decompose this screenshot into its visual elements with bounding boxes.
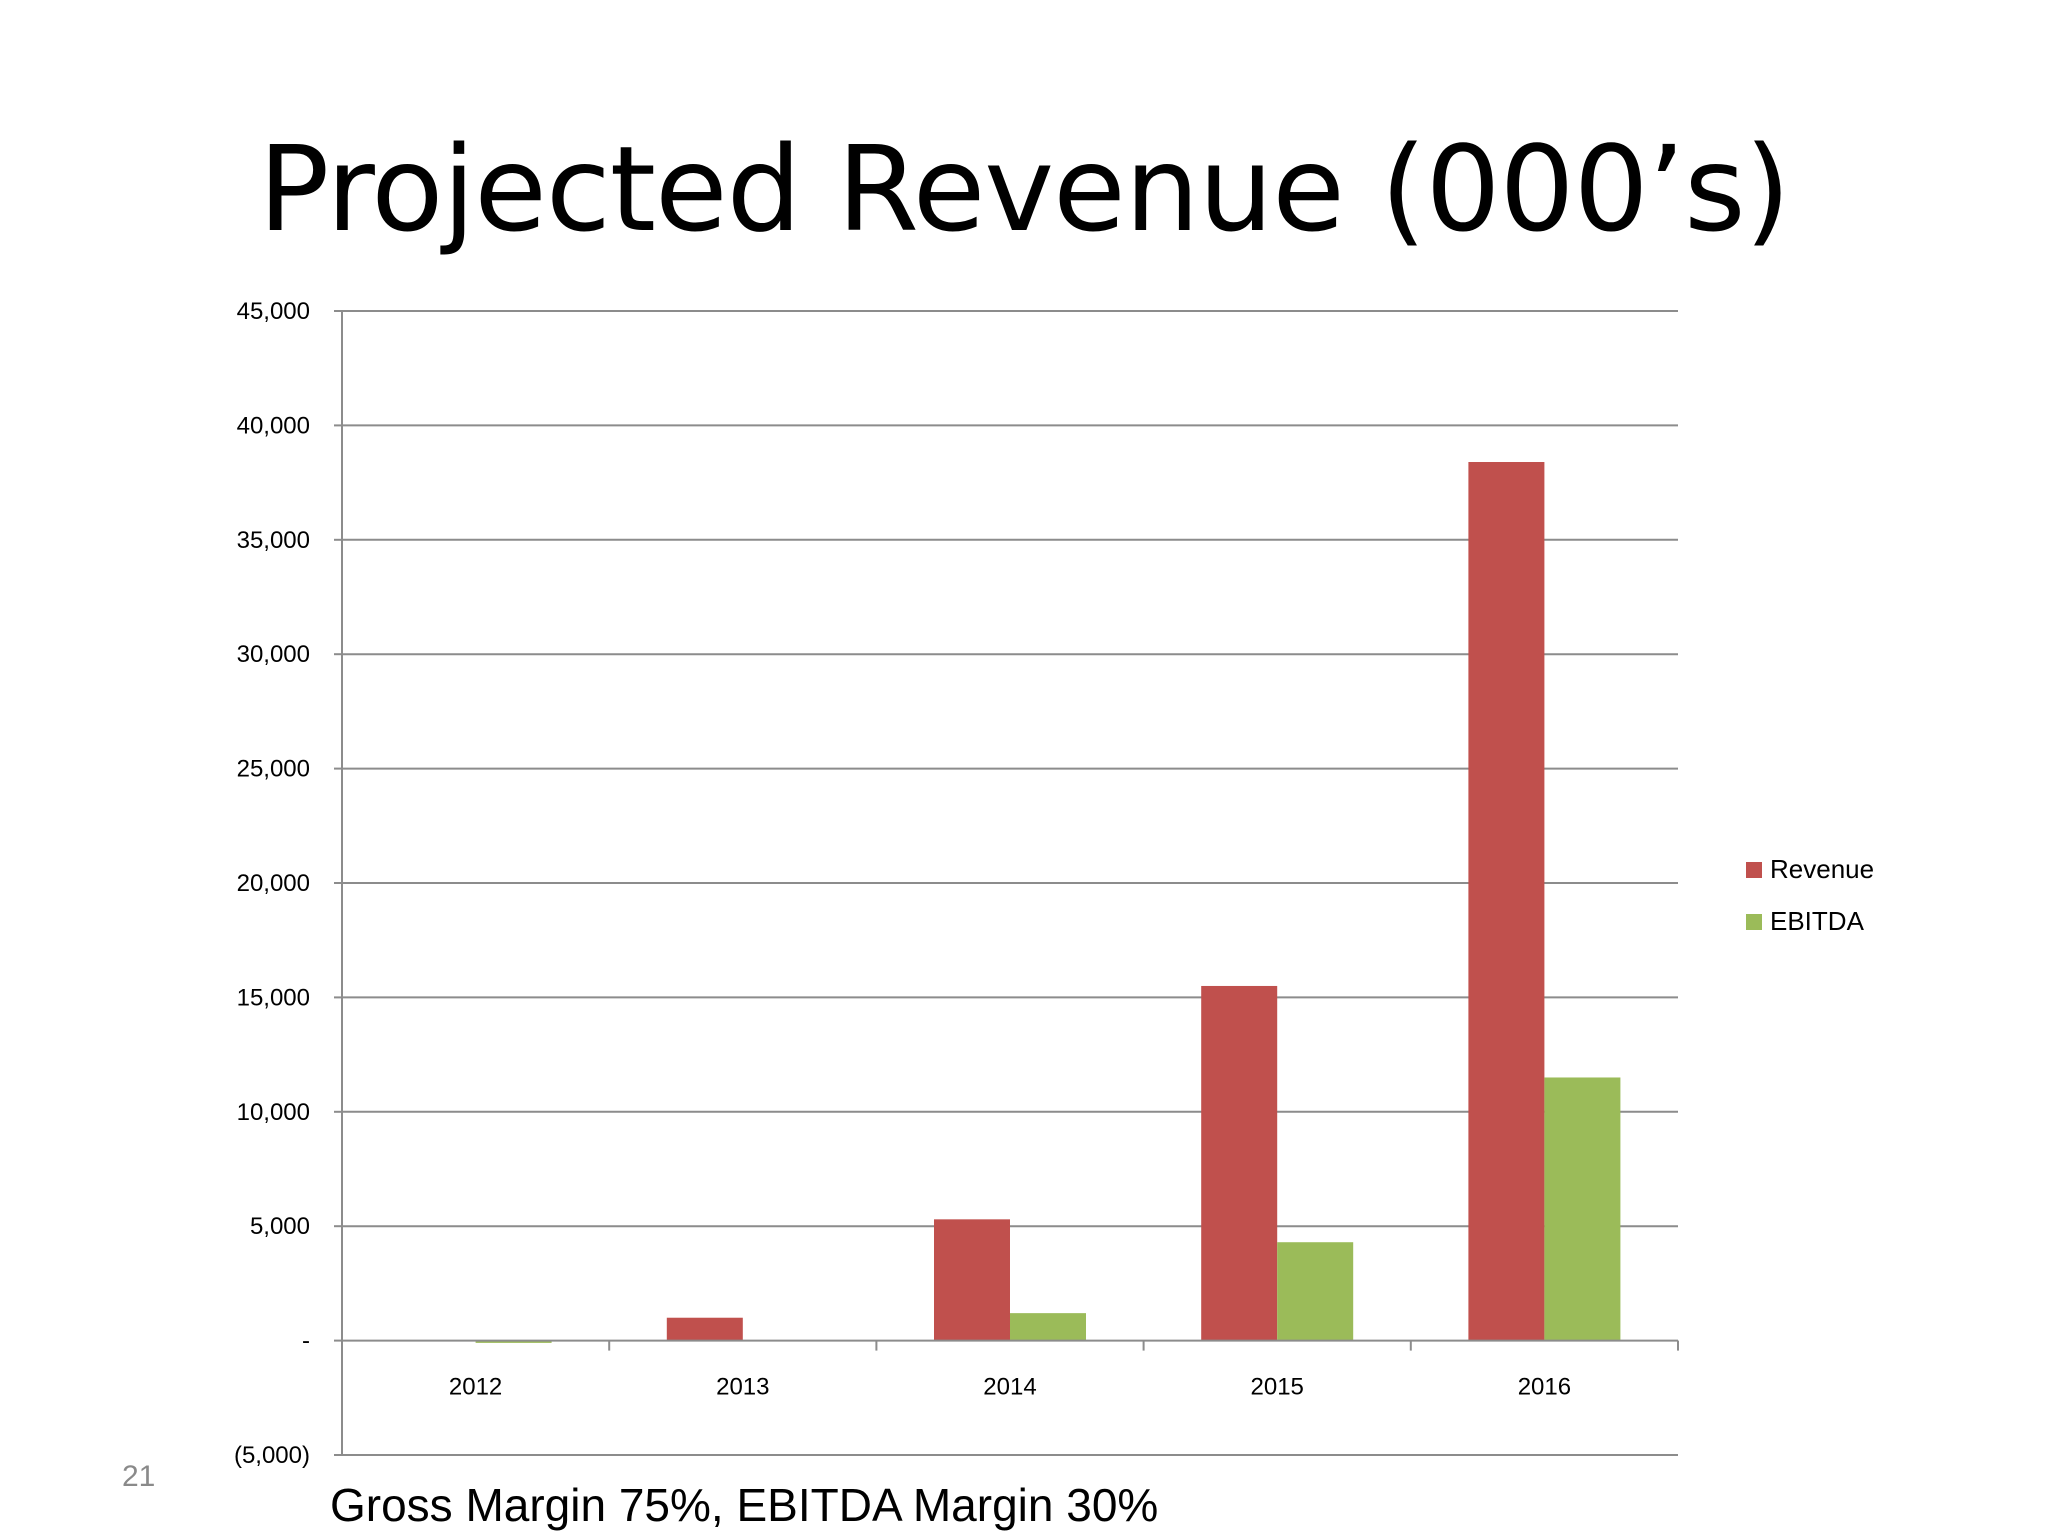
bar-revenue-2016 [1468, 462, 1545, 1341]
bar-ebitda-2014 [1010, 1313, 1086, 1341]
legend-label-ebitda: EBITDA [1770, 906, 1865, 936]
y-tick-label: 40,000 [237, 412, 310, 439]
x-tick-label: 2012 [449, 1374, 502, 1401]
footer-note: Gross Margin 75%, EBITDA Margin 30% [330, 1479, 1159, 1531]
y-tick-label: 30,000 [237, 641, 310, 668]
bars [475, 462, 1621, 1343]
x-tick-label: 2013 [716, 1374, 769, 1401]
bar-revenue-2015 [1201, 985, 1278, 1341]
y-tick-label: 35,000 [237, 527, 310, 554]
page-number: 21 [122, 1460, 156, 1493]
y-tick-label: (5,000) [234, 1442, 310, 1469]
bar-ebitda-2015 [1277, 1242, 1354, 1341]
bar-revenue-2014 [934, 1219, 1010, 1341]
gridlines [342, 310, 1678, 1456]
legend-swatch-revenue [1746, 862, 1762, 878]
y-tick-label: 45,000 [237, 298, 310, 325]
axes [334, 310, 1679, 1456]
y-tick-label: 10,000 [237, 1099, 310, 1126]
slide-title: Projected Revenue (000’s) [258, 120, 1790, 258]
y-tick-label: 5,000 [250, 1213, 310, 1240]
y-tick-label: 15,000 [237, 984, 310, 1011]
bar-ebitda-2012 [475, 1340, 552, 1343]
legend-swatch-ebitda [1746, 914, 1762, 930]
legend-label-revenue: Revenue [1770, 854, 1874, 884]
y-tick-label: - [302, 1328, 310, 1355]
x-tick-label: 2014 [983, 1374, 1036, 1401]
x-tick-label: 2016 [1518, 1374, 1571, 1401]
bar-revenue-2013 [666, 1317, 743, 1341]
y-tick-label: 25,000 [237, 756, 310, 783]
y-tick-label: 20,000 [237, 870, 310, 897]
axis-labels: 45,000 40,000 35,000 30,000 25,000 20,000 15,0… [234, 298, 1571, 1469]
legend: Revenue EBITDA [1746, 854, 1874, 936]
bar-ebitda-2016 [1544, 1077, 1621, 1341]
x-tick-label: 2015 [1251, 1374, 1304, 1401]
